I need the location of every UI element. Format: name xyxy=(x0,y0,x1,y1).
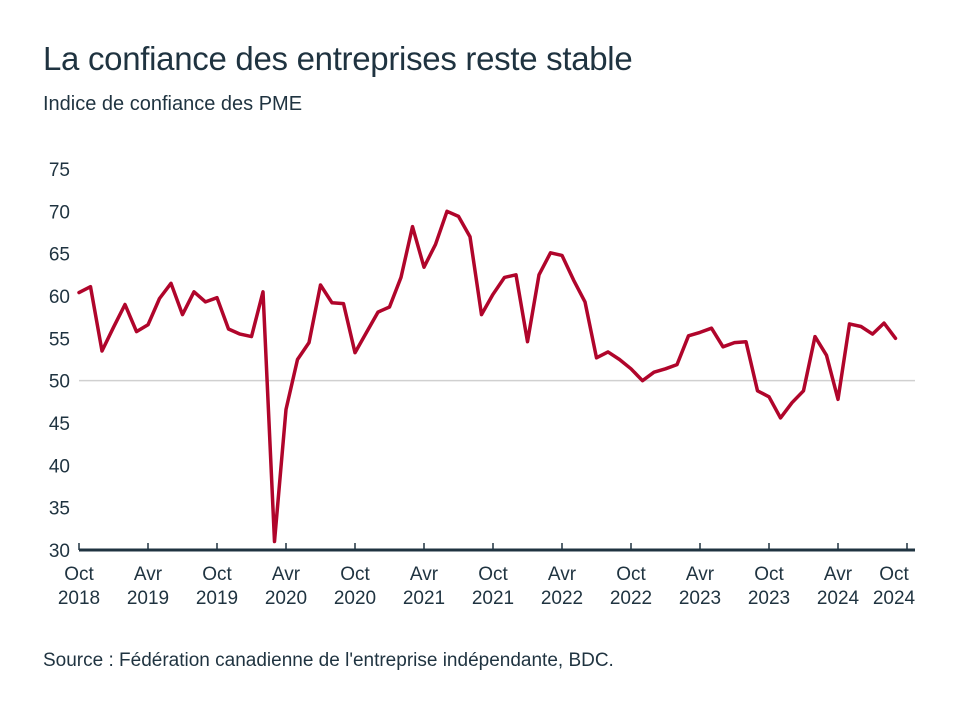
series-line xyxy=(77,209,898,544)
x-tick-label-month: Oct xyxy=(202,564,232,585)
y-tick-label: 45 xyxy=(49,414,70,435)
x-tick-label-month: Avr xyxy=(824,564,853,585)
x-tick-label-month: Avr xyxy=(272,564,301,585)
x-tick-label-year: 2024 xyxy=(873,588,916,609)
x-tick-label-month: Oct xyxy=(616,564,646,585)
x-tick-label-year: 2021 xyxy=(472,588,514,609)
y-tick-label: 55 xyxy=(49,329,70,350)
chart-subtitle: Indice de confiance des PME xyxy=(43,93,303,115)
x-tick-label-year: 2020 xyxy=(334,588,376,609)
x-tick-label-year: 2024 xyxy=(817,588,860,609)
x-tick-label-month: Oct xyxy=(879,564,909,585)
x-tick-label-month: Avr xyxy=(686,564,715,585)
y-tick-label: 40 xyxy=(49,456,70,477)
y-tick-label: 60 xyxy=(49,287,70,308)
x-tick-label-month: Oct xyxy=(64,564,94,585)
x-tick-label-month: Oct xyxy=(754,564,784,585)
x-tick-label-month: Avr xyxy=(134,564,163,585)
y-tick-label: 70 xyxy=(49,202,70,223)
x-tick-label-year: 2023 xyxy=(679,588,721,609)
x-tick-label-year: 2019 xyxy=(196,588,238,609)
x-tick-label-year: 2022 xyxy=(610,588,652,609)
x-tick-label-year: 2019 xyxy=(127,588,169,609)
y-tick-label: 50 xyxy=(49,372,70,393)
x-tick-label-month: Oct xyxy=(340,564,370,585)
x-tick-label-month: Avr xyxy=(548,564,577,585)
chart-title: La confiance des entreprises reste stabl… xyxy=(43,40,633,77)
x-tick-label-year: 2022 xyxy=(541,588,583,609)
source-note: Source : Fédération canadienne de l'entr… xyxy=(43,650,614,671)
x-tick-label-year: 2023 xyxy=(748,588,790,609)
x-tick-label-month: Avr xyxy=(410,564,439,585)
y-tick-label: 75 xyxy=(49,160,70,181)
y-tick-label: 30 xyxy=(49,541,70,562)
x-tick-label-year: 2020 xyxy=(265,588,307,609)
y-tick-label: 65 xyxy=(49,245,70,266)
y-tick-label: 35 xyxy=(49,499,70,520)
x-tick-label-month: Oct xyxy=(478,564,508,585)
x-tick-label-year: 2021 xyxy=(403,588,445,609)
x-tick-label-year: 2018 xyxy=(58,588,100,609)
